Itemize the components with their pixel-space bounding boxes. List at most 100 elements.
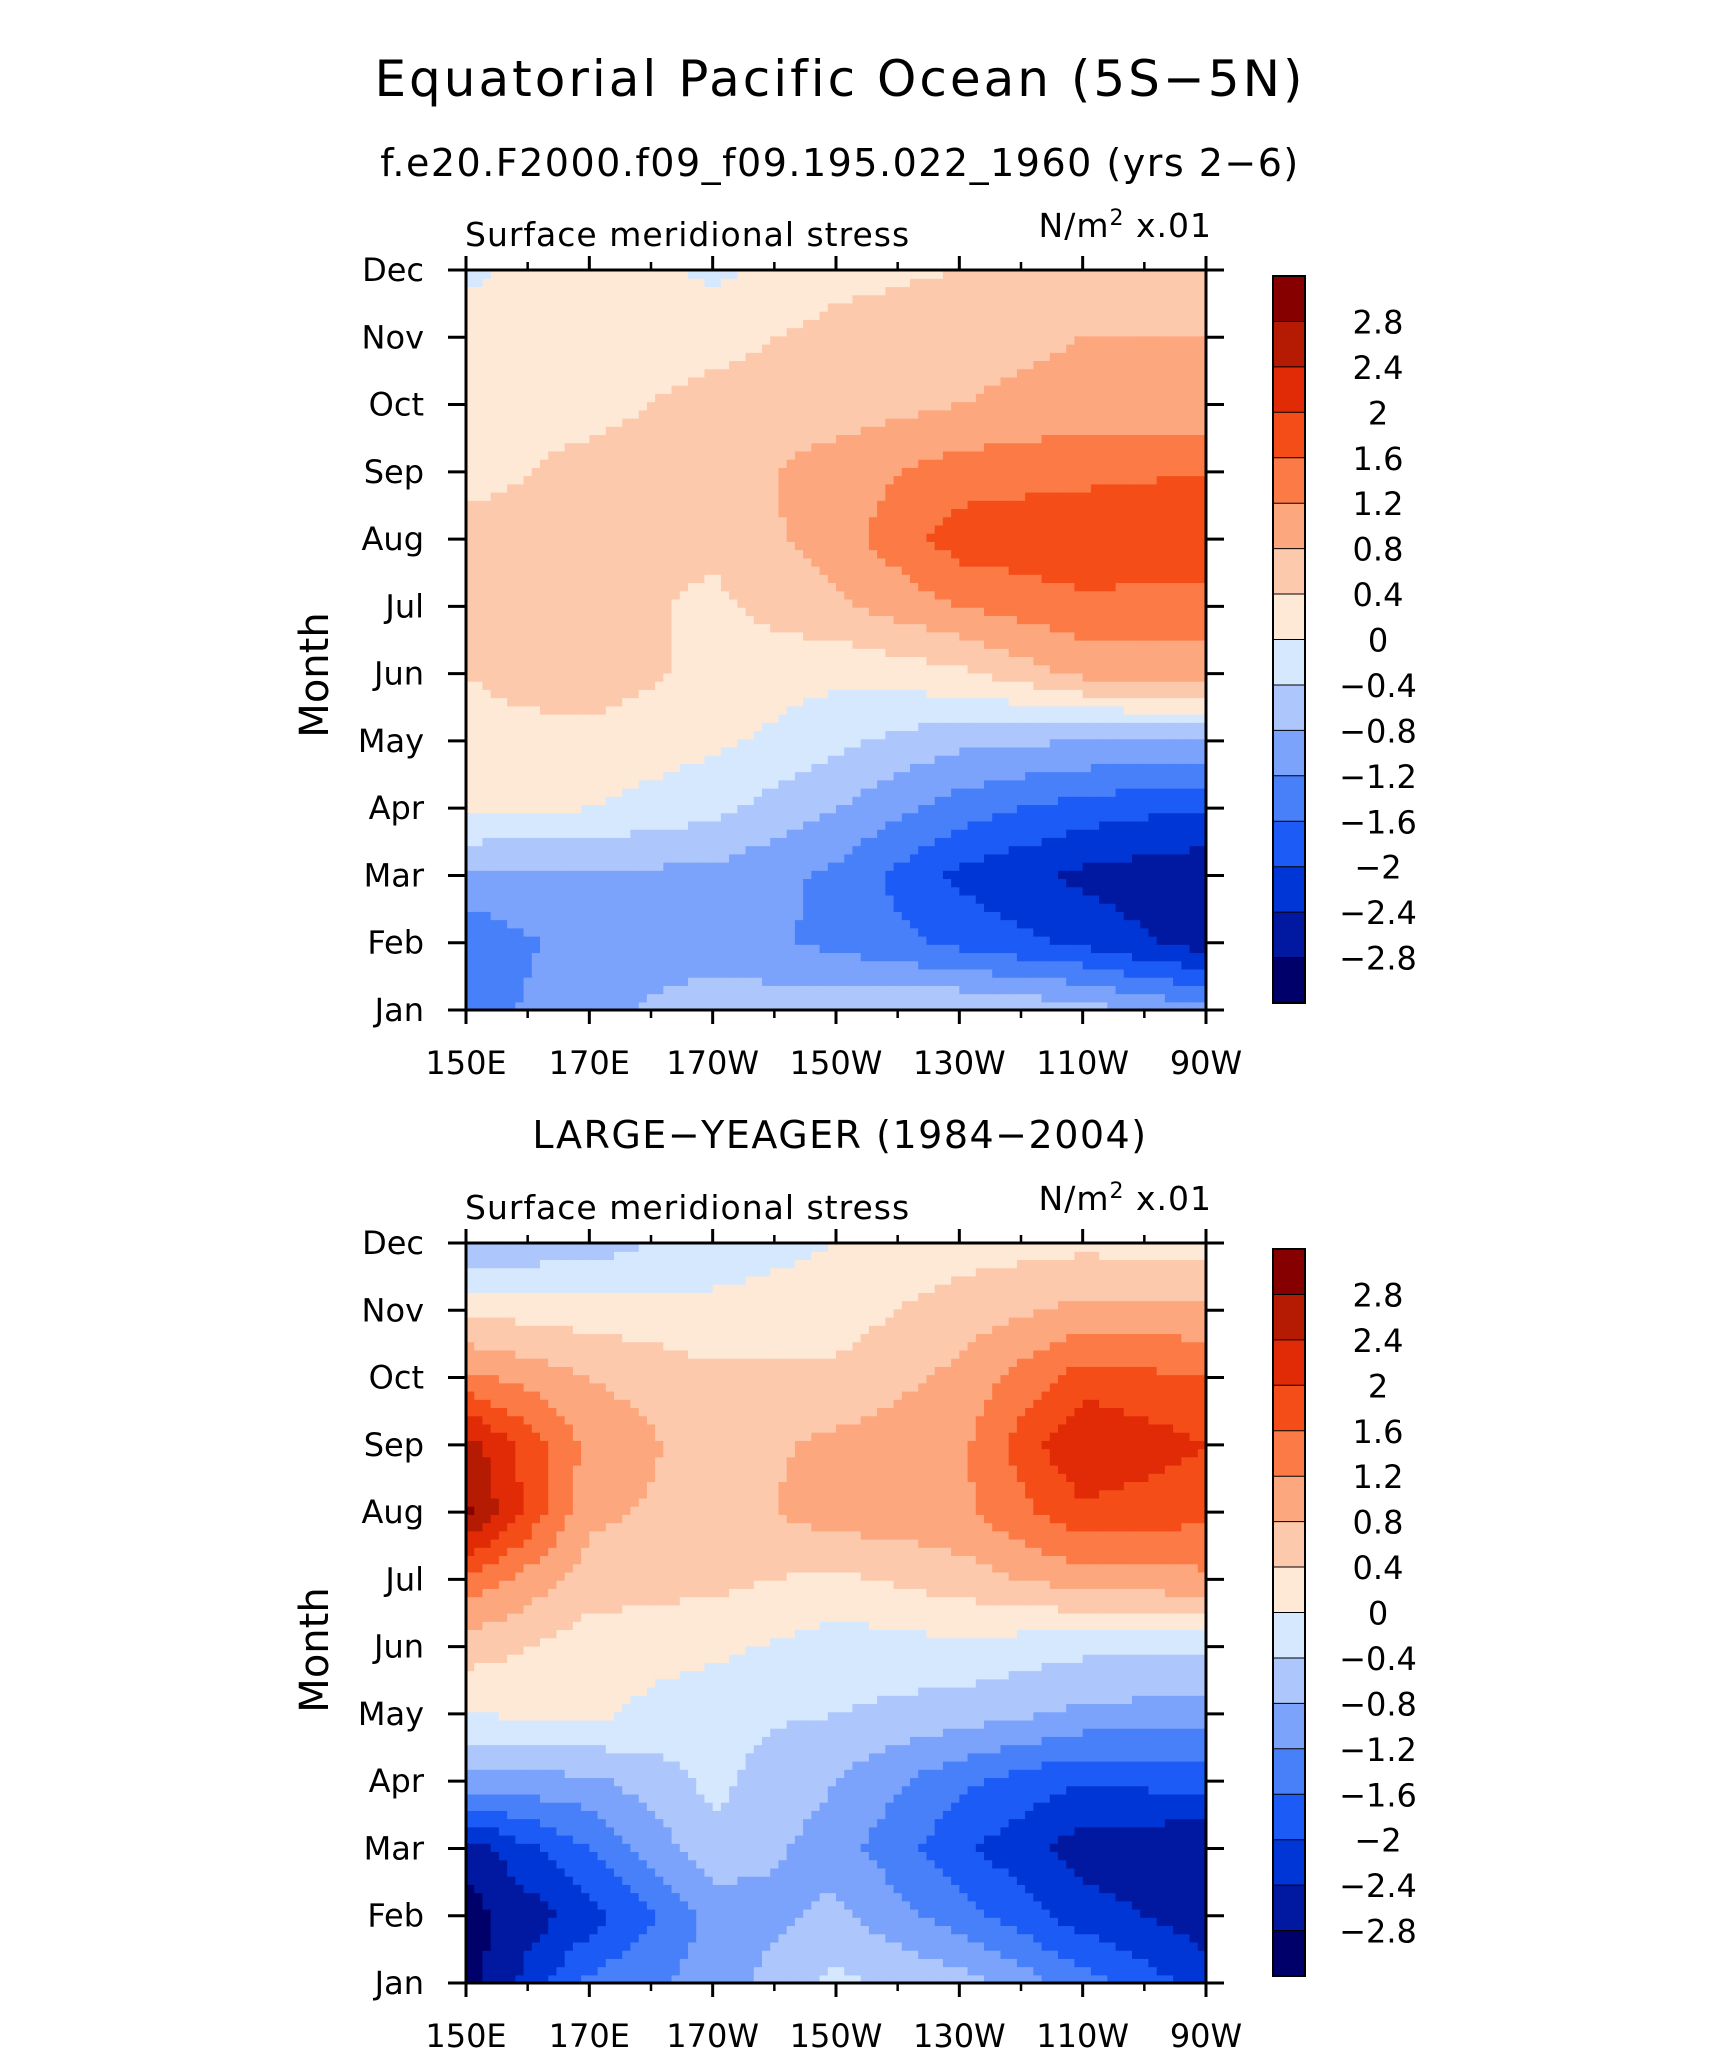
heatmap-cell <box>605 804 615 814</box>
heatmap-cell <box>638 648 648 658</box>
heatmap-cell <box>1025 1001 1034 1011</box>
heatmap-cell <box>490 656 500 666</box>
heatmap-cell <box>679 985 689 995</box>
heatmap-cell <box>688 779 697 789</box>
heatmap-cell <box>498 697 508 707</box>
heatmap-cell <box>1123 812 1133 822</box>
heatmap-cell <box>1090 927 1100 937</box>
heatmap-cell <box>490 788 500 797</box>
heatmap-cell <box>630 574 640 584</box>
heatmap-cell <box>951 697 960 707</box>
heatmap-cell <box>1008 1001 1018 1011</box>
heatmap-cell <box>860 672 870 682</box>
heatmap-cell <box>959 903 969 912</box>
heatmap-cell <box>918 845 928 855</box>
heatmap-cell <box>712 722 722 732</box>
heatmap-cell <box>860 878 870 888</box>
heatmap-cell <box>967 689 977 699</box>
heatmap-cell <box>630 697 640 707</box>
heatmap-cell <box>1033 574 1043 584</box>
heatmap-cell <box>770 829 780 838</box>
heatmap-cell <box>540 927 549 937</box>
heatmap-cell <box>663 820 673 830</box>
heatmap-cell <box>836 631 845 641</box>
heatmap-cell <box>1033 820 1043 830</box>
heatmap-cell <box>745 664 755 674</box>
heatmap-cell <box>819 952 829 962</box>
heatmap-cell <box>515 927 525 937</box>
heatmap-cell <box>786 656 796 666</box>
heatmap-cell <box>622 705 632 715</box>
heatmap-cell <box>605 829 615 838</box>
heatmap-cell <box>959 812 969 822</box>
heatmap-cell <box>811 722 821 732</box>
heatmap-cell <box>729 648 738 658</box>
heatmap-cell <box>1074 590 1084 600</box>
heatmap-cell <box>778 1001 788 1011</box>
heatmap-cell <box>967 598 977 608</box>
heatmap-cell <box>630 730 640 740</box>
heatmap-cell <box>992 763 1002 773</box>
heatmap-cell <box>737 845 747 855</box>
heatmap-cell <box>646 763 656 773</box>
heatmap-cell <box>737 894 747 904</box>
heatmap-cell <box>984 927 993 937</box>
heatmap-cell <box>729 862 738 871</box>
heatmap-cell <box>663 993 673 1003</box>
heatmap-cell <box>482 960 492 970</box>
heatmap-cell <box>548 607 558 616</box>
heatmap-cell <box>901 566 911 575</box>
heatmap-cell <box>1173 853 1182 863</box>
heatmap-cell <box>482 853 492 863</box>
heatmap-cell <box>967 993 977 1003</box>
heatmap-cell <box>515 755 525 764</box>
heatmap-cell <box>1082 993 1092 1003</box>
heatmap-cell <box>910 952 919 962</box>
heatmap-cell <box>844 738 854 748</box>
heatmap-cell <box>531 615 541 625</box>
heatmap-cell <box>877 788 886 797</box>
heatmap-cell <box>1115 804 1125 814</box>
heatmap-cell <box>630 919 640 929</box>
heatmap-cell <box>671 837 681 847</box>
heatmap-cell <box>984 730 993 740</box>
heatmap-cell <box>770 944 780 954</box>
heatmap-cell <box>605 574 615 584</box>
panel-2-title: LARGE−YEAGER (1984−2004) <box>532 1113 1147 1157</box>
heatmap-cell <box>482 788 492 797</box>
heatmap-cell <box>646 771 656 781</box>
heatmap-cell <box>786 812 796 822</box>
heatmap-cell <box>860 590 870 600</box>
heatmap-cell <box>1189 566 1199 575</box>
heatmap-cell <box>515 936 525 945</box>
heatmap-cell <box>1189 960 1199 970</box>
heatmap-cell <box>975 845 985 855</box>
heatmap-cell <box>753 771 763 781</box>
heatmap-cell <box>778 672 788 682</box>
heatmap-cell <box>515 919 525 929</box>
heatmap-cell <box>1189 985 1199 995</box>
heatmap-cell <box>819 779 829 789</box>
heatmap-cell <box>967 631 977 641</box>
heatmap-cell <box>1189 862 1199 871</box>
heatmap-cell <box>942 598 952 608</box>
heatmap-cell <box>836 566 845 575</box>
heatmap-cell <box>811 985 821 995</box>
heatmap-cell <box>745 574 755 584</box>
heatmap-cell <box>630 952 640 962</box>
heatmap-cell <box>1000 1001 1010 1011</box>
heatmap-cell <box>1033 689 1043 699</box>
heatmap-cell <box>498 993 508 1003</box>
heatmap-cell <box>581 557 590 567</box>
heatmap-cell <box>975 672 985 682</box>
heatmap-cell <box>597 714 607 723</box>
heatmap-cell <box>605 853 615 863</box>
heatmap-cell <box>663 566 673 575</box>
heatmap-cell <box>811 779 821 789</box>
heatmap-cell <box>1082 574 1092 584</box>
heatmap-cell <box>1140 911 1150 921</box>
heatmap-cell <box>827 796 837 806</box>
heatmap-cell <box>860 1001 870 1011</box>
heatmap-cell <box>1164 936 1174 945</box>
heatmap-cell <box>860 820 870 830</box>
